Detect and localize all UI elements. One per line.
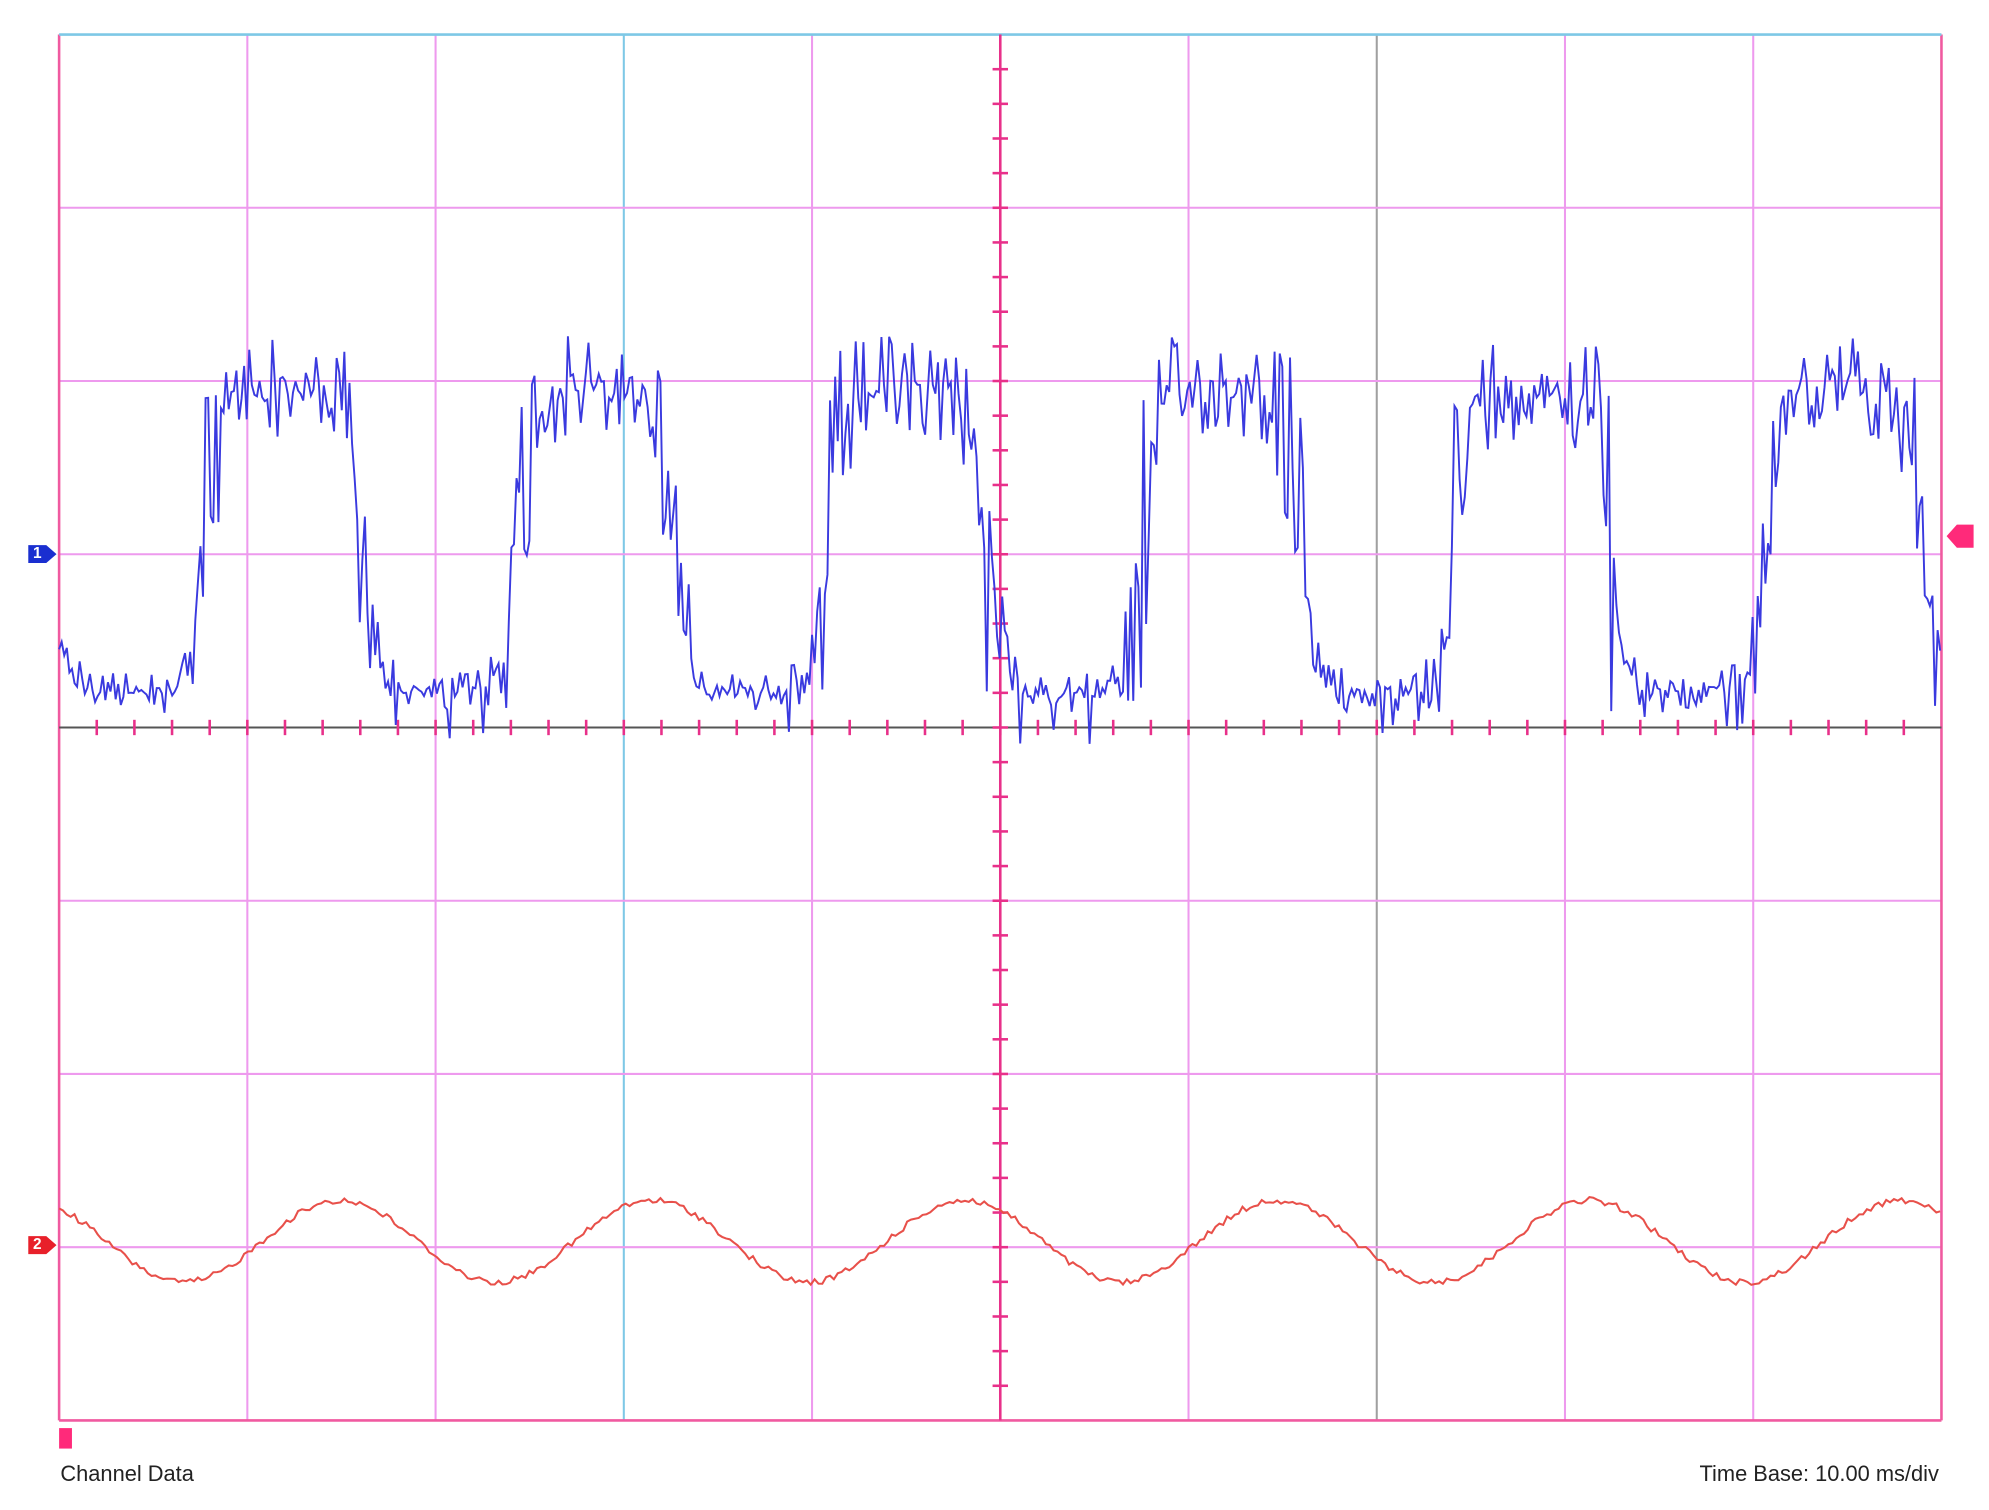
channel-1-marker [28,545,57,564]
trigger-position-marker [59,1428,72,1449]
channel-2-marker-label: 2 [33,1236,42,1253]
channel-data-label: Channel Data [60,1461,194,1486]
trigger-level-marker [1946,524,1974,548]
channel-1-marker-label: 1 [33,545,42,562]
grid [57,33,1943,1422]
channel-1-waveform [58,336,1942,744]
channel-2-marker [28,1236,57,1255]
time-base-label: Time Base: 10.00 ms/div [1700,1461,1939,1486]
channel-2-waveform [58,1196,1941,1287]
waveforms [58,336,1942,1287]
